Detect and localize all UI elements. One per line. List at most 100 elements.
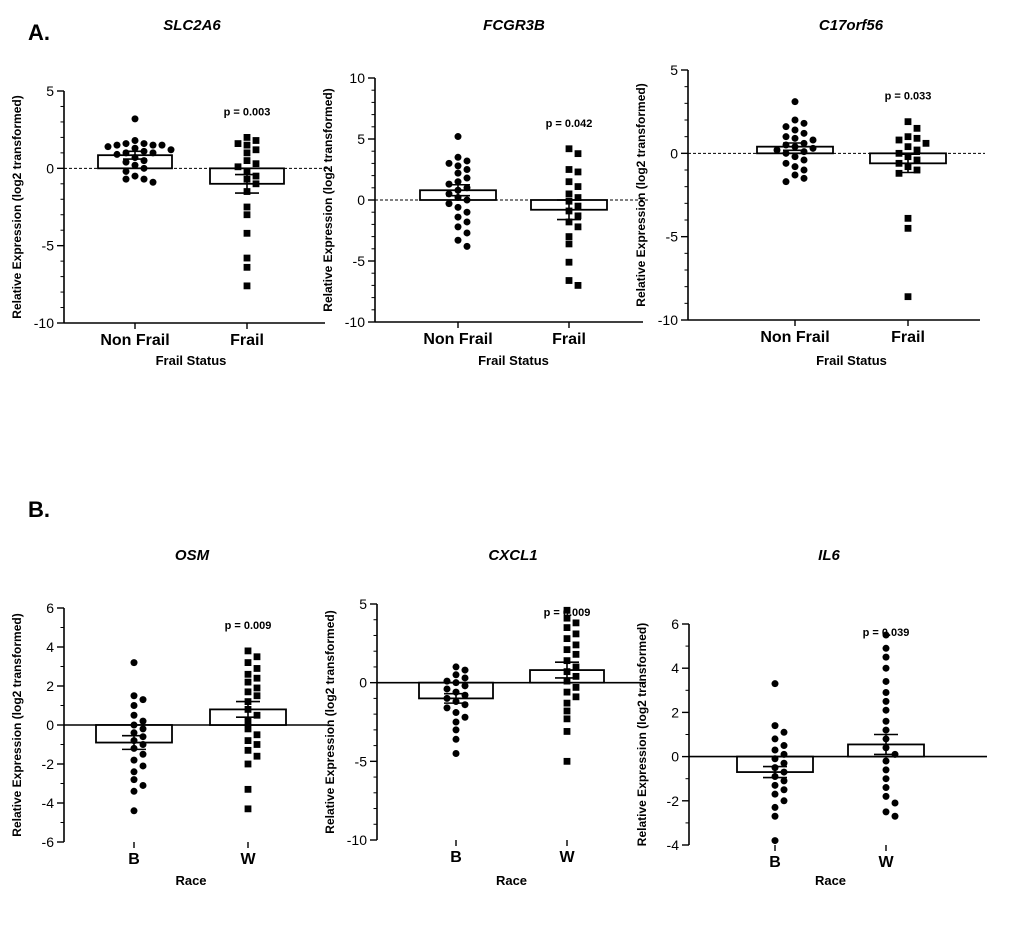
data-point-square: [244, 737, 252, 744]
data-point-circle: [463, 229, 471, 237]
data-point-square: [574, 212, 582, 220]
data-point-circle: [782, 178, 790, 186]
data-point-circle: [139, 725, 147, 733]
data-point-square: [904, 163, 912, 171]
p-value-label: p = 0.009: [225, 620, 272, 632]
y-tick-label: -5: [666, 229, 679, 245]
data-point-square: [565, 166, 573, 173]
y-tick-label: 0: [671, 749, 679, 765]
data-point-circle: [780, 728, 788, 736]
y-tick-label: 0: [359, 675, 367, 691]
data-point-square: [252, 137, 260, 144]
chart-slc2a6: SLC2A6 5 0 -5 -10 Relative Expression (log2 t…: [10, 17, 330, 368]
data-point-square: [895, 169, 903, 177]
data-point-square: [565, 145, 573, 153]
data-point-circle: [131, 154, 139, 162]
y-tick-label: 10: [349, 70, 365, 86]
y-axis-label: Relative Expression (log2 transformed): [321, 88, 335, 311]
data-point-square: [243, 141, 251, 149]
data-point-circle: [782, 133, 790, 141]
data-point-square: [244, 670, 252, 678]
y-tick-label: -10: [34, 315, 54, 331]
data-point-square: [913, 146, 921, 154]
data-point-square: [244, 678, 252, 686]
data-point-circle: [139, 733, 147, 741]
data-point-square: [244, 698, 252, 705]
data-point-square: [252, 180, 260, 188]
data-point-circle: [780, 768, 788, 776]
y-axis-label: Relative Expression (log2 transformed): [634, 83, 648, 306]
data-point-circle: [158, 141, 166, 149]
data-point-square: [565, 240, 573, 248]
data-point-circle: [130, 744, 138, 752]
data-point-circle: [461, 701, 469, 709]
data-point-circle: [131, 136, 139, 144]
data-point-circle: [882, 735, 890, 743]
data-point-circle: [149, 141, 157, 149]
data-point-circle: [782, 159, 790, 167]
data-point-square: [244, 647, 252, 655]
data-point-circle: [130, 737, 138, 745]
data-point-square: [234, 140, 242, 147]
data-point-circle: [791, 163, 799, 171]
data-point-square: [913, 124, 921, 132]
data-point-circle: [771, 764, 779, 772]
y-tick-label: -2: [667, 793, 680, 809]
data-point-circle: [800, 148, 808, 156]
data-point-square: [253, 653, 261, 661]
data-point-circle: [780, 742, 788, 750]
y-tick-label: 2: [671, 704, 679, 720]
data-point-circle: [122, 175, 130, 183]
data-point-circle: [139, 741, 147, 748]
data-point-square: [563, 614, 571, 622]
data-point-circle: [454, 186, 462, 194]
data-point-circle: [454, 178, 462, 186]
data-point-circle: [791, 153, 799, 161]
data-point-circle: [463, 208, 471, 216]
data-point-circle: [780, 759, 788, 767]
y-tick-label: -4: [667, 837, 680, 853]
data-point-circle: [882, 689, 890, 697]
data-point-circle: [771, 781, 779, 789]
data-point-circle: [882, 726, 890, 734]
data-point-circle: [122, 167, 130, 175]
x-axis-label: Race: [496, 873, 527, 888]
data-point-circle: [443, 677, 451, 685]
data-point-circle: [454, 169, 462, 177]
data-point-square: [563, 606, 571, 614]
data-point-square: [253, 674, 261, 682]
data-point-circle: [882, 697, 890, 705]
data-point-square: [253, 741, 261, 748]
data-point-circle: [122, 158, 130, 166]
data-point-circle: [771, 772, 779, 780]
data-point-circle: [891, 812, 899, 820]
data-point-circle: [882, 664, 890, 672]
data-point-circle: [882, 717, 890, 725]
y-tick-label: 0: [46, 717, 54, 733]
data-point-square: [922, 139, 930, 147]
data-point-circle: [800, 174, 808, 182]
data-point-circle: [891, 750, 899, 758]
data-point-square: [244, 746, 252, 754]
data-point-square: [243, 188, 251, 195]
data-point-circle: [882, 644, 890, 652]
data-point-circle: [445, 180, 453, 188]
data-point-circle: [113, 150, 121, 158]
data-point-square: [574, 194, 582, 201]
data-point-circle: [445, 190, 453, 198]
data-point-square: [243, 282, 251, 290]
data-point-circle: [139, 781, 147, 789]
data-point-circle: [782, 141, 790, 149]
y-axis-label: Relative Expression (log2 transformed): [10, 95, 24, 318]
data-point-square: [574, 282, 582, 289]
data-point-circle: [791, 134, 799, 142]
data-point-circle: [891, 799, 899, 807]
p-value-label: p = 0.042: [546, 118, 593, 130]
data-point-circle: [463, 166, 471, 173]
data-point-circle: [780, 797, 788, 805]
data-point-square: [563, 668, 571, 676]
x-category-label: W: [240, 851, 256, 868]
x-category-label: B: [769, 854, 781, 871]
data-point-circle: [882, 706, 890, 714]
